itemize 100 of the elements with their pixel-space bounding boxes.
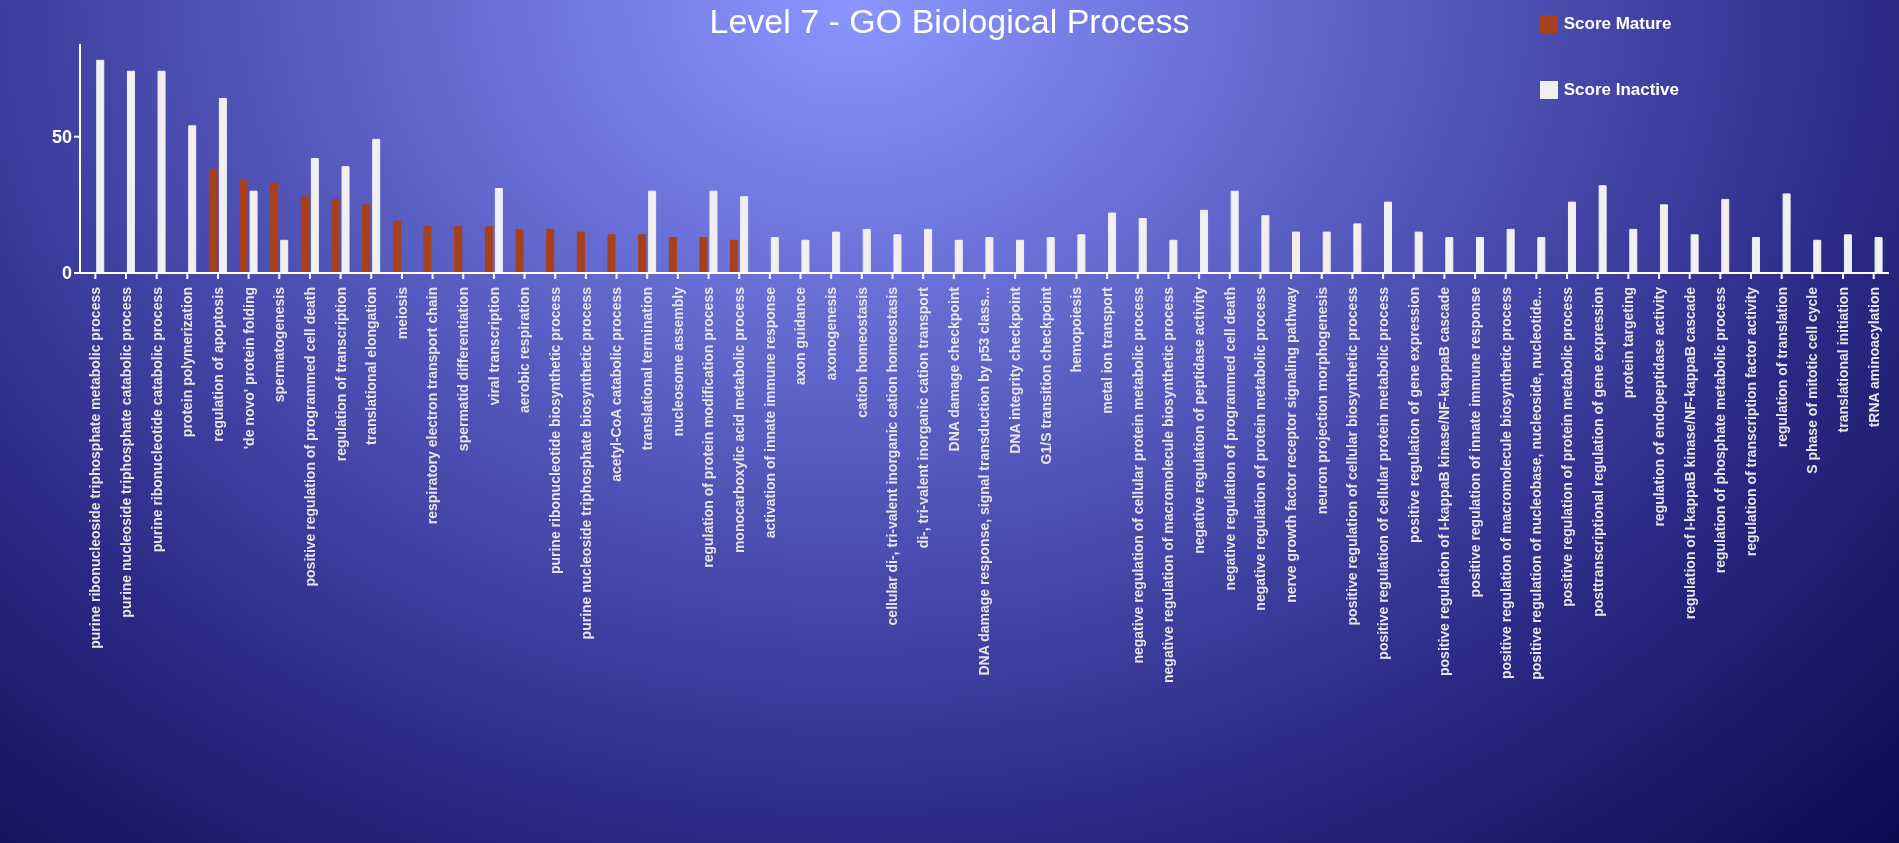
x-tick-label: positive regulation of cellular biosynthetic process — [1344, 286, 1361, 626]
bar — [546, 228, 555, 273]
bar — [484, 226, 493, 273]
x-tick-label: axon guidance — [792, 286, 809, 386]
x-tick-label: protein polymerization — [179, 287, 196, 438]
x-tick-label: acetyl-CoA catabolic process — [608, 286, 625, 482]
bar — [638, 234, 647, 273]
x-tick-label: aerobic respiration — [516, 287, 533, 414]
bar — [1138, 217, 1147, 273]
bar — [893, 234, 902, 273]
bar — [1230, 190, 1239, 273]
bar — [576, 231, 585, 273]
x-tick-label: purine nucleoside triphosphate catabolic process — [117, 286, 134, 618]
x-tick-label: viral transcription — [485, 287, 502, 406]
bar — [699, 237, 708, 273]
bar — [1721, 198, 1730, 273]
bar — [1813, 239, 1822, 273]
bar — [832, 231, 841, 273]
x-tick-label: respiratory electron transport chain — [424, 287, 441, 525]
bar — [331, 198, 340, 273]
x-tick-label: cation homeostasis — [853, 286, 870, 418]
x-tick-label: regulation of protein modification process — [700, 286, 717, 568]
x-tick-label: cellular di-, tri-valent inorganic cation homeostasis — [884, 286, 901, 626]
bar — [668, 237, 677, 273]
x-tick-label: regulation of I-kappaB kinase/NF-kappaB cascade — [1681, 286, 1698, 620]
bar — [1506, 228, 1515, 273]
bar — [280, 239, 289, 273]
bar — [310, 158, 319, 273]
x-tick-label: 'de novo' protein folding — [240, 287, 257, 450]
bar — [1751, 237, 1760, 273]
bar — [954, 239, 963, 273]
bar — [985, 237, 994, 273]
bar — [423, 226, 432, 273]
y-tick-label: 0 — [61, 263, 72, 284]
legend-label: Score Mature — [1563, 14, 1672, 34]
bar — [270, 182, 279, 273]
x-tick-label: negative regulation of peptidase activity — [1191, 286, 1208, 554]
x-tick-label: positive regulation of macromolecule biosynthetic process — [1497, 286, 1514, 680]
x-tick-label: meiosis — [393, 286, 410, 340]
x-tick-label: hemopoiesis — [1068, 286, 1085, 373]
bar — [1782, 193, 1791, 273]
x-tick-label: negative regulation of programmed cell death — [1221, 287, 1238, 591]
x-tick-label: positive regulation of gene expression — [1405, 287, 1422, 543]
x-tick-label: translational elongation — [363, 287, 380, 445]
bar — [801, 239, 810, 273]
x-tick-label: positive regulation of protein metabolic process — [1558, 286, 1575, 607]
x-tick-label: nucleosome assembly — [669, 286, 686, 437]
bar — [249, 190, 258, 273]
x-tick-label: regulation of translation — [1773, 287, 1790, 448]
x-tick-label: purine nucleoside triphosphate biosynthetic process — [577, 286, 594, 640]
bar — [372, 138, 381, 273]
x-tick-label: axonogenesis — [823, 286, 840, 381]
bar — [1475, 237, 1484, 273]
x-tick-label: translational initiation — [1834, 287, 1851, 433]
bar — [494, 187, 503, 273]
x-tick-label: regulation of transcription — [332, 287, 349, 462]
x-tick-label: DNA damage checkpoint — [945, 286, 962, 452]
x-tick-label: positive regulation of nucleobase, nucleoside, nucleotide... — [1528, 287, 1545, 680]
x-tick-label: metal ion transport — [1099, 286, 1116, 414]
x-tick-label: negative regulation of protein metabolic process — [1252, 286, 1269, 611]
x-tick-label: monocarboxylic acid metabolic process — [731, 286, 748, 554]
bar — [648, 190, 657, 273]
bar — [709, 190, 718, 273]
x-tick-label: posttranscriptional regulation of gene expression — [1589, 287, 1606, 617]
x-tick-label: negative regulation of macromolecule biosynthetic process — [1160, 286, 1177, 683]
bar — [126, 70, 135, 273]
bar — [770, 237, 779, 273]
bar — [1567, 201, 1576, 273]
bar — [1843, 234, 1852, 273]
bar — [300, 196, 309, 273]
bar — [341, 166, 350, 273]
x-tick-label: nerve growth factor receptor signaling pathway — [1283, 286, 1300, 603]
bar — [1629, 228, 1638, 273]
x-tick-label: negative regulation of cellular protein metabolic process — [1129, 286, 1146, 664]
x-tick-label: purine ribonucleotide biosynthetic process — [547, 286, 564, 575]
y-tick-label: 50 — [51, 127, 72, 148]
x-tick-label: positive regulation of innate immune response — [1466, 286, 1483, 598]
x-tick-label: positive regulation of programmed cell death — [301, 287, 318, 587]
x-tick-label: spermatid differentiation — [455, 287, 472, 452]
bar — [1659, 204, 1668, 273]
bar — [1874, 237, 1883, 273]
bar — [362, 204, 371, 273]
x-tick-label: tRNA aminoacylation — [1865, 287, 1882, 428]
bar — [1322, 231, 1331, 273]
bar — [1598, 185, 1607, 273]
bar — [1384, 201, 1393, 273]
x-tick-label: regulation of endopeptidase activity — [1650, 286, 1667, 527]
x-tick-label: G1/S transition checkpoint — [1037, 286, 1054, 465]
bar — [740, 196, 749, 273]
x-tick-label: regulation of transcription factor activity — [1742, 286, 1759, 557]
bar — [454, 226, 463, 273]
bar — [515, 228, 524, 273]
bar — [730, 239, 739, 273]
x-tick-label: purine ribonucleotide catabolic process — [148, 286, 165, 553]
x-tick-label: DNA damage response, signal transduction by p53 class... — [976, 287, 993, 676]
bar — [1016, 239, 1025, 273]
x-tick-label: purine ribonucleoside triphosphate metabolic process — [87, 286, 104, 649]
x-tick-label: translational termination — [639, 287, 656, 451]
x-tick-label: protein targeting — [1620, 287, 1637, 399]
bar — [862, 228, 871, 273]
